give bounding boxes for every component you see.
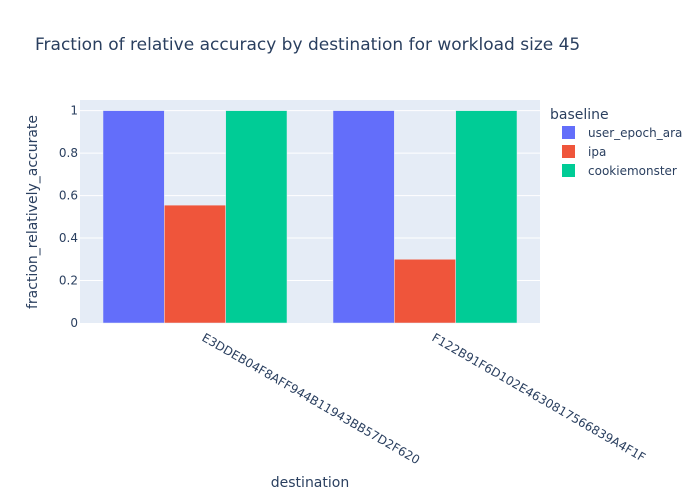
y-tick-label: 0.6 — [59, 189, 78, 203]
legend-item-ipa[interactable]: ipa — [562, 145, 606, 159]
x-tick-label: F122B91F6D102E4630817566839A4F1F — [430, 330, 648, 464]
bars — [102, 110, 518, 324]
y-axis-title: fraction_relatively_accurate — [25, 115, 41, 309]
bar-cookiemonster-1[interactable] — [455, 110, 518, 324]
bar-ipa-0[interactable] — [164, 204, 226, 324]
y-tick-label: 1 — [70, 104, 78, 118]
legend-item-cookiemonster[interactable]: cookiemonster — [562, 164, 677, 178]
y-tick-label: 0.8 — [59, 146, 78, 160]
x-tick-label: E3DDEB04F8AFF944B11943BB57D2F620 — [200, 330, 423, 467]
y-tick-label: 0.4 — [59, 231, 78, 245]
legend-swatch — [562, 164, 575, 177]
bar-user_epoch_ara-0[interactable] — [102, 110, 165, 324]
legend-label: user_epoch_ara — [588, 126, 682, 140]
x-axis-ticks: E3DDEB04F8AFF944B11943BB57D2F620 F122B91F… — [200, 330, 648, 467]
legend-title: baseline — [550, 107, 609, 123]
bar-cookiemonster-0[interactable] — [225, 110, 288, 324]
y-tick-label: 0 — [70, 316, 78, 330]
legend-label: cookiemonster — [588, 164, 677, 178]
legend-swatch — [562, 145, 575, 158]
y-axis-ticks: 0 0.2 0.4 0.6 0.8 1 — [59, 104, 78, 330]
bar-user_epoch_ara-1[interactable] — [332, 110, 395, 324]
chart-title: Fraction of relative accuracy by destina… — [35, 35, 580, 55]
y-tick-label: 0.2 — [59, 274, 78, 288]
bar-ipa-1[interactable] — [394, 259, 456, 324]
legend-label: ipa — [588, 145, 606, 159]
legend-item-user_epoch_ara[interactable]: user_epoch_ara — [562, 126, 682, 140]
legend-swatch — [562, 126, 575, 139]
x-axis-title: destination — [271, 475, 349, 491]
